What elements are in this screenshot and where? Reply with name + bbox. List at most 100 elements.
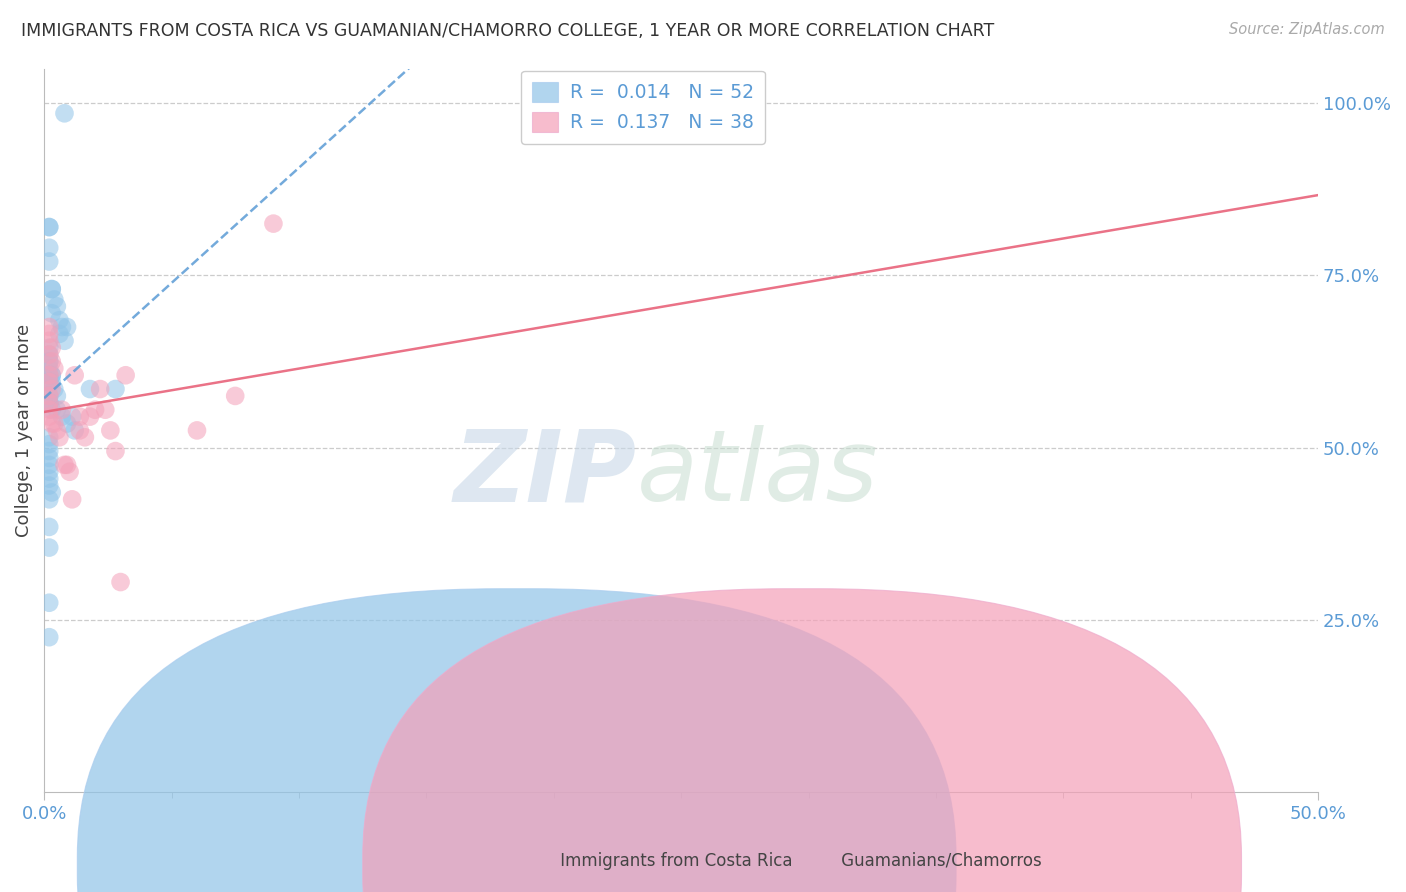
Legend: R =  0.014   N = 52, R =  0.137   N = 38: R = 0.014 N = 52, R = 0.137 N = 38	[520, 70, 765, 144]
Point	[38, 478, 60, 492]
Point	[41, 282, 63, 296]
Text: Source: ZipAtlas.com: Source: ZipAtlas.com	[1229, 22, 1385, 37]
Point	[38, 630, 60, 644]
FancyBboxPatch shape	[77, 589, 956, 892]
Point	[38, 220, 60, 235]
Point	[38, 402, 60, 417]
Point	[98, 424, 121, 438]
Point	[41, 341, 63, 355]
Point	[89, 382, 111, 396]
Point	[38, 375, 60, 389]
Text: ZIP: ZIP	[454, 425, 637, 523]
Point	[41, 417, 63, 431]
Point	[79, 382, 101, 396]
Point	[104, 382, 127, 396]
Point	[94, 402, 117, 417]
Point	[38, 354, 60, 368]
Point	[41, 402, 63, 417]
Point	[44, 361, 66, 376]
Point	[44, 293, 66, 307]
Point	[38, 458, 60, 472]
Point	[44, 417, 66, 431]
Point	[38, 541, 60, 555]
Point	[38, 326, 60, 341]
Point	[38, 389, 60, 403]
Point	[41, 375, 63, 389]
Point	[45, 424, 67, 438]
Point	[38, 348, 60, 362]
Point	[38, 389, 60, 403]
Point	[104, 444, 127, 458]
Point	[41, 306, 63, 320]
Point	[56, 458, 79, 472]
Point	[53, 106, 76, 120]
Point	[58, 465, 80, 479]
Point	[38, 437, 60, 451]
Point	[51, 320, 73, 334]
Point	[48, 326, 70, 341]
Point	[41, 354, 63, 368]
Point	[60, 492, 83, 507]
Point	[38, 396, 60, 410]
Point	[38, 396, 60, 410]
Point	[41, 485, 63, 500]
Point	[63, 424, 86, 438]
Text: IMMIGRANTS FROM COSTA RICA VS GUAMANIAN/CHAMORRO COLLEGE, 1 YEAR OR MORE CORRELA: IMMIGRANTS FROM COSTA RICA VS GUAMANIAN/…	[21, 22, 994, 40]
Point	[41, 368, 63, 383]
Point	[45, 299, 67, 313]
Point	[63, 368, 86, 383]
Point	[38, 444, 60, 458]
Text: Immigrants from Costa Rica: Immigrants from Costa Rica	[534, 852, 793, 870]
Point	[38, 341, 60, 355]
Point	[38, 220, 60, 235]
Point	[38, 409, 60, 424]
Point	[38, 254, 60, 268]
Point	[73, 430, 96, 444]
Point	[45, 389, 67, 403]
Point	[79, 409, 101, 424]
FancyBboxPatch shape	[363, 589, 1241, 892]
Text: Guamanians/Chamorros: Guamanians/Chamorros	[815, 852, 1042, 870]
Point	[186, 424, 208, 438]
Point	[41, 282, 63, 296]
Point	[56, 417, 79, 431]
Point	[41, 382, 63, 396]
Point	[38, 596, 60, 610]
Point	[114, 368, 136, 383]
Point	[38, 361, 60, 376]
Point	[38, 334, 60, 348]
Point	[38, 492, 60, 507]
Point	[84, 402, 107, 417]
Point	[41, 368, 63, 383]
Point	[69, 424, 91, 438]
Point	[38, 348, 60, 362]
Point	[262, 217, 284, 231]
Point	[38, 430, 60, 444]
Point	[38, 368, 60, 383]
Point	[69, 409, 91, 424]
Point	[44, 382, 66, 396]
Point	[38, 450, 60, 465]
Point	[38, 320, 60, 334]
Point	[38, 241, 60, 255]
Point	[38, 354, 60, 368]
Point	[51, 409, 73, 424]
Point	[51, 402, 73, 417]
Point	[48, 313, 70, 327]
Point	[56, 320, 79, 334]
Point	[38, 520, 60, 534]
Point	[53, 334, 76, 348]
Point	[60, 409, 83, 424]
Point	[53, 458, 76, 472]
Point	[38, 368, 60, 383]
Point	[38, 472, 60, 486]
Point	[38, 375, 60, 389]
Point	[45, 402, 67, 417]
Text: atlas: atlas	[637, 425, 879, 523]
Point	[110, 575, 132, 590]
Point	[38, 465, 60, 479]
Point	[38, 396, 60, 410]
Point	[48, 430, 70, 444]
Point	[224, 389, 246, 403]
Y-axis label: College, 1 year or more: College, 1 year or more	[15, 324, 32, 537]
